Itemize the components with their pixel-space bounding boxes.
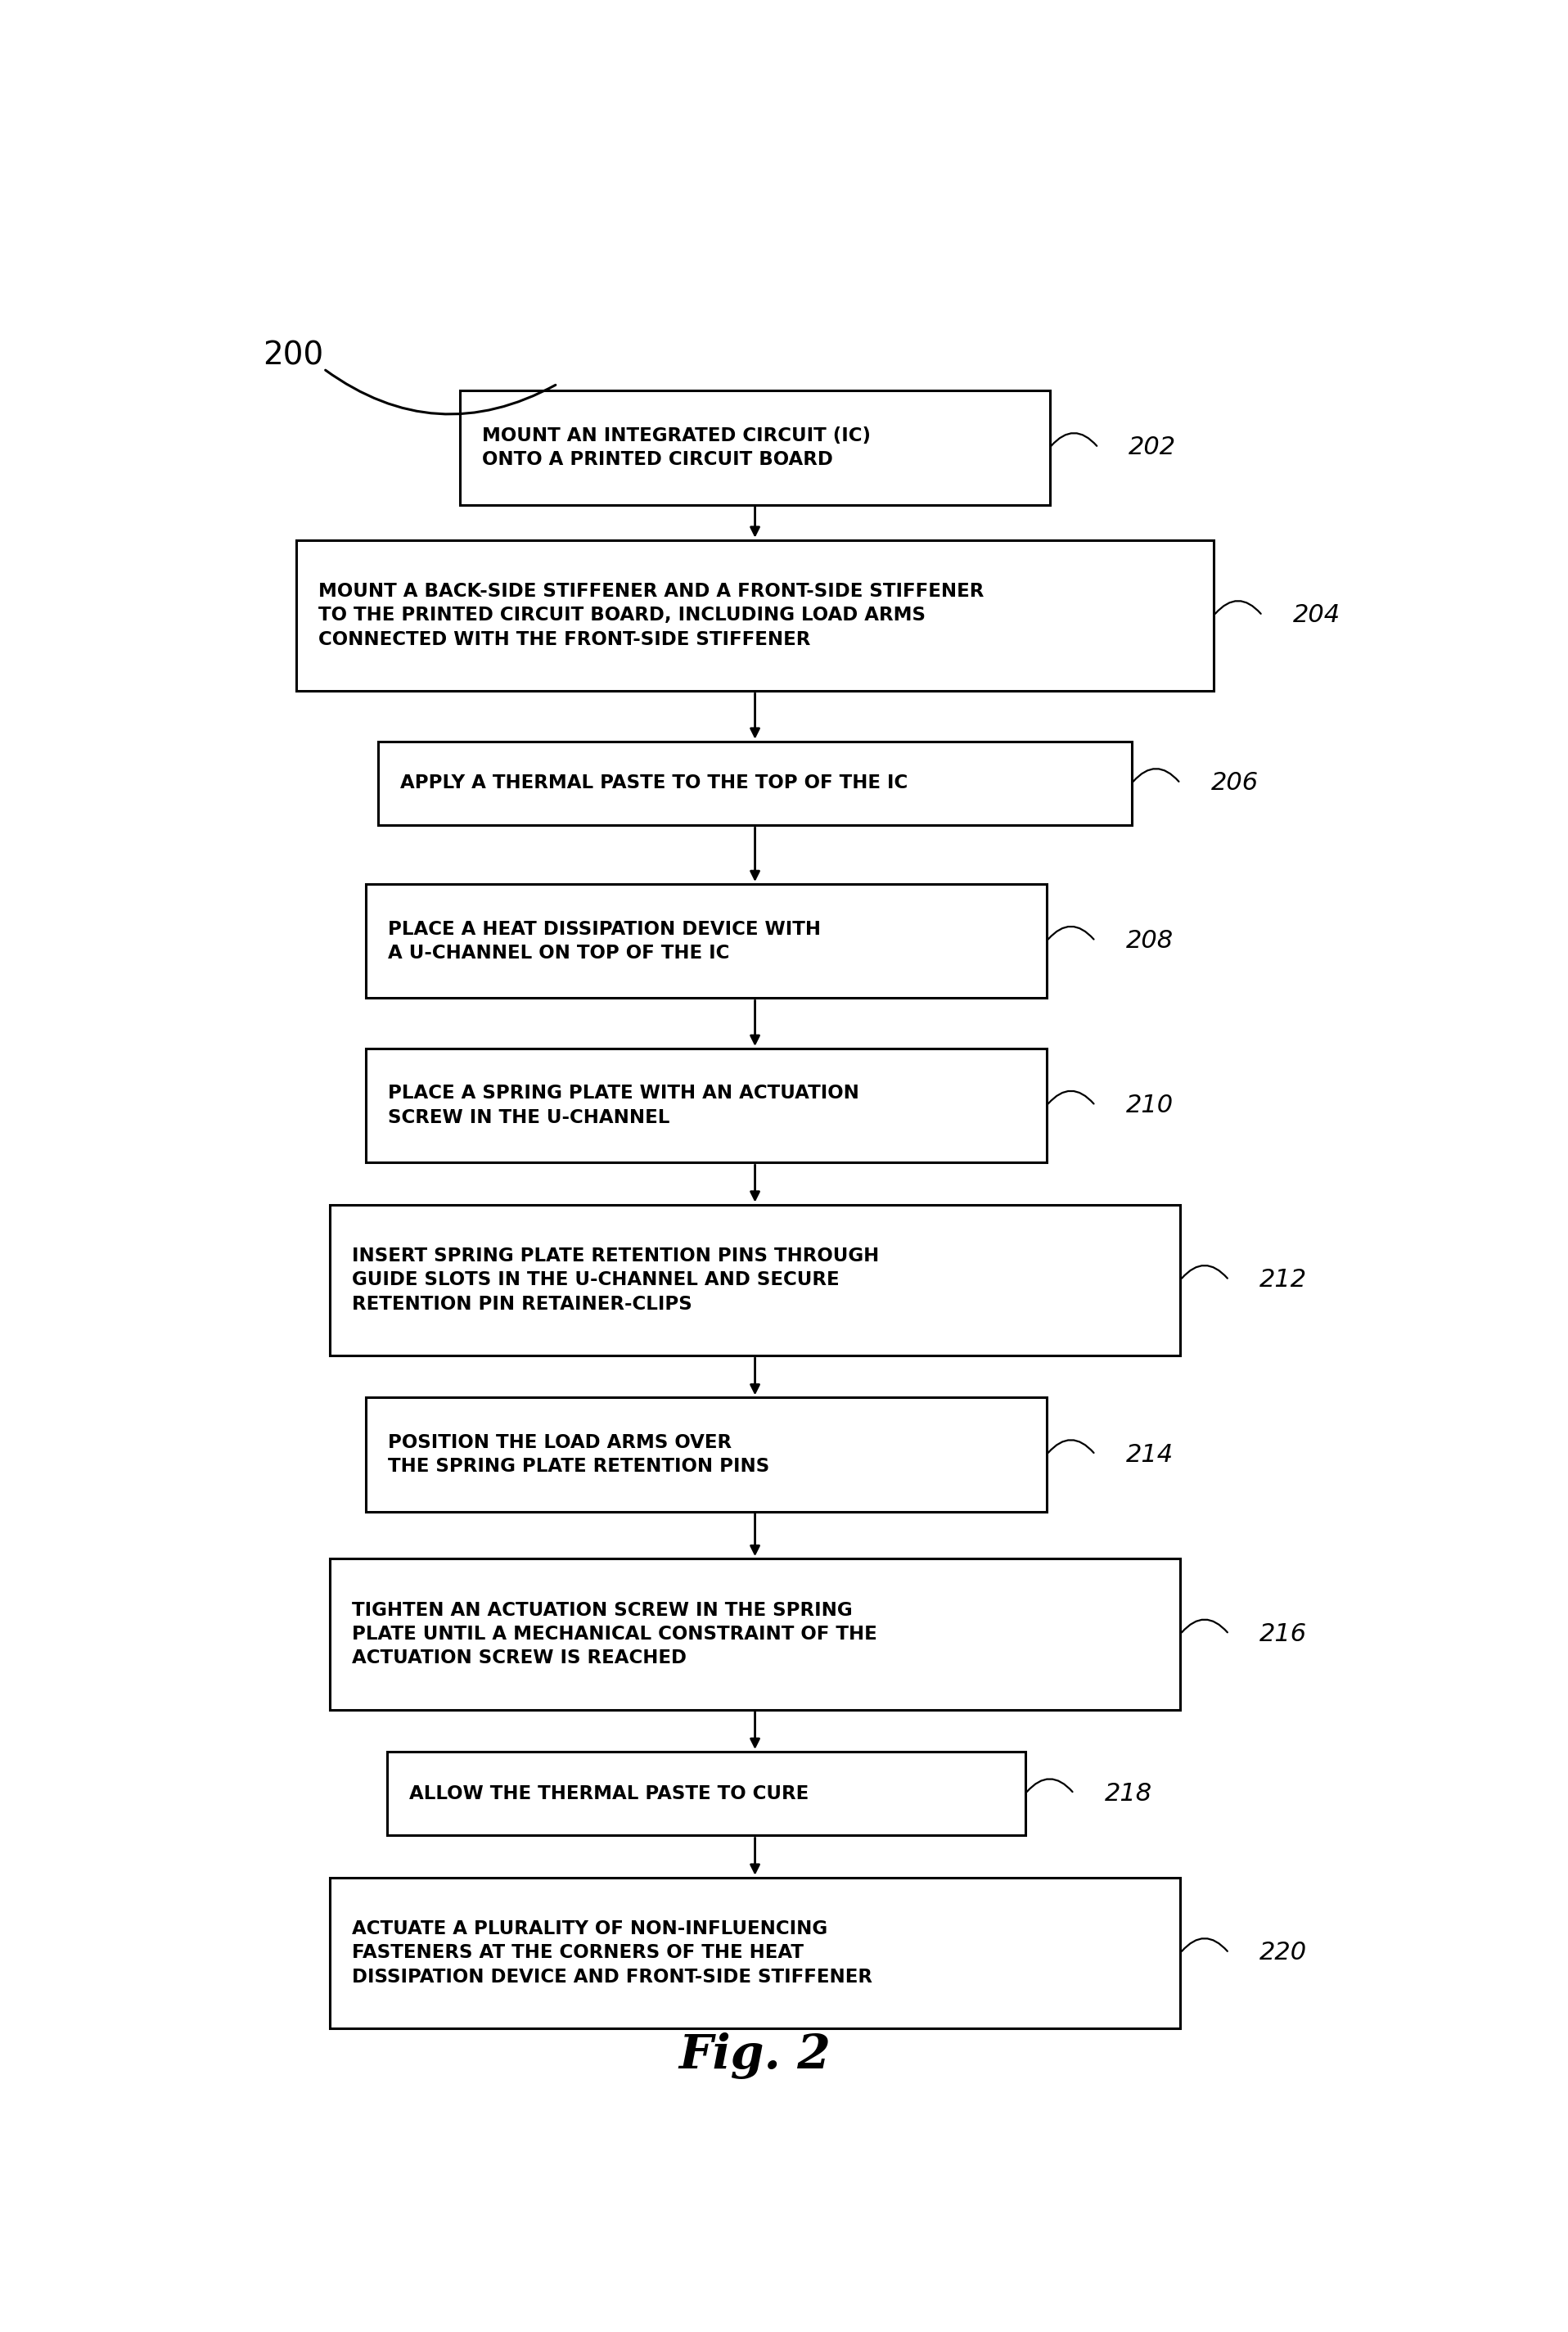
Text: 202: 202: [1129, 436, 1176, 459]
Text: POSITION THE LOAD ARMS OVER
THE SPRING PLATE RETENTION PINS: POSITION THE LOAD ARMS OVER THE SPRING P…: [387, 1434, 770, 1476]
Text: 214: 214: [1126, 1444, 1173, 1467]
Text: INSERT SPRING PLATE RETENTION PINS THROUGH
GUIDE SLOTS IN THE U-CHANNEL AND SECU: INSERT SPRING PLATE RETENTION PINS THROU…: [351, 1248, 878, 1313]
Bar: [378, 742, 1132, 826]
FancyArrowPatch shape: [1027, 1779, 1073, 1791]
FancyArrowPatch shape: [1047, 926, 1094, 940]
Bar: [296, 541, 1214, 690]
Text: 204: 204: [1292, 604, 1341, 627]
Text: PLACE A HEAT DISSIPATION DEVICE WITH
A U-CHANNEL ON TOP OF THE IC: PLACE A HEAT DISSIPATION DEVICE WITH A U…: [387, 919, 822, 963]
Text: 200: 200: [263, 340, 323, 371]
FancyArrowPatch shape: [1047, 1091, 1094, 1103]
Text: APPLY A THERMAL PASTE TO THE TOP OF THE IC: APPLY A THERMAL PASTE TO THE TOP OF THE …: [400, 774, 908, 793]
Text: 210: 210: [1126, 1094, 1173, 1117]
FancyArrowPatch shape: [1047, 1439, 1094, 1453]
Bar: [365, 1397, 1047, 1511]
Text: TIGHTEN AN ACTUATION SCREW IN THE SPRING
PLATE UNTIL A MECHANICAL CONSTRAINT OF : TIGHTEN AN ACTUATION SCREW IN THE SPRING…: [351, 1600, 877, 1667]
Bar: [461, 389, 1049, 504]
Bar: [329, 1558, 1181, 1709]
Text: MOUNT AN INTEGRATED CIRCUIT (IC)
ONTO A PRINTED CIRCUIT BOARD: MOUNT AN INTEGRATED CIRCUIT (IC) ONTO A …: [483, 427, 870, 469]
FancyArrowPatch shape: [1182, 1618, 1228, 1632]
Text: 220: 220: [1259, 1940, 1306, 1966]
Bar: [365, 1049, 1047, 1164]
FancyArrowPatch shape: [1182, 1266, 1228, 1278]
Text: 212: 212: [1259, 1269, 1306, 1292]
FancyArrowPatch shape: [1051, 434, 1096, 445]
Text: 208: 208: [1126, 928, 1173, 954]
Text: 218: 218: [1104, 1782, 1152, 1805]
Text: 206: 206: [1210, 772, 1258, 795]
Text: ALLOW THE THERMAL PASTE TO CURE: ALLOW THE THERMAL PASTE TO CURE: [409, 1784, 809, 1803]
Text: MOUNT A BACK-SIDE STIFFENER AND A FRONT-SIDE STIFFENER
TO THE PRINTED CIRCUIT BO: MOUNT A BACK-SIDE STIFFENER AND A FRONT-…: [318, 583, 983, 648]
FancyArrowPatch shape: [326, 371, 555, 415]
Text: ACTUATE A PLURALITY OF NON-INFLUENCING
FASTENERS AT THE CORNERS OF THE HEAT
DISS: ACTUATE A PLURALITY OF NON-INFLUENCING F…: [351, 1919, 872, 1987]
Text: PLACE A SPRING PLATE WITH AN ACTUATION
SCREW IN THE U-CHANNEL: PLACE A SPRING PLATE WITH AN ACTUATION S…: [387, 1084, 859, 1126]
Bar: [329, 1206, 1181, 1355]
FancyArrowPatch shape: [1215, 602, 1261, 613]
Text: 216: 216: [1259, 1623, 1306, 1646]
Text: Fig. 2: Fig. 2: [679, 2031, 831, 2078]
Bar: [329, 1877, 1181, 2029]
FancyArrowPatch shape: [1134, 770, 1179, 781]
FancyArrowPatch shape: [1182, 1938, 1228, 1952]
Bar: [387, 1751, 1025, 1835]
Bar: [365, 884, 1047, 998]
